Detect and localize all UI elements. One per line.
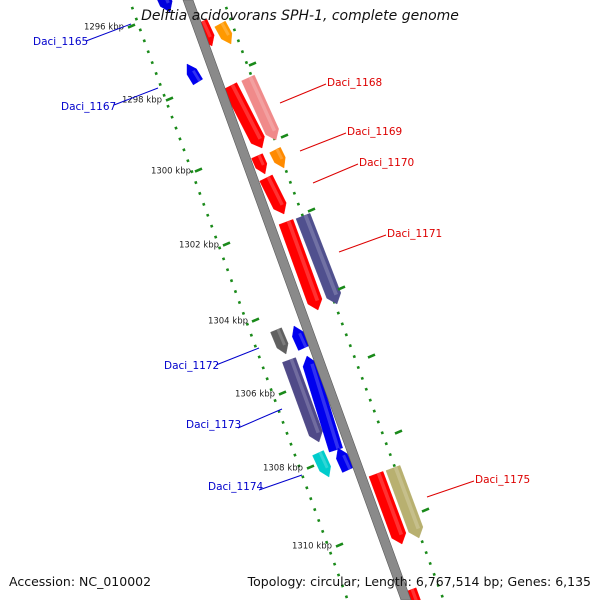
- scale-tick-mark: [127, 23, 136, 29]
- gene-label-right[interactable]: Daci_1171: [387, 228, 442, 240]
- gene-arrow-highlight: [276, 328, 286, 346]
- scale-tick-mark: [248, 61, 257, 67]
- label-leader-lines: [85, 23, 475, 498]
- leader-line: [299, 132, 347, 152]
- scale-tick-label: 1308 kbp: [263, 464, 303, 474]
- scale-tick-label: 1298 kbp: [122, 96, 162, 106]
- gene-label-right[interactable]: Daci_1170: [359, 157, 414, 169]
- gene-label-right[interactable]: Daci_1175: [475, 474, 530, 486]
- scale-tick-mark: [367, 353, 376, 359]
- gene-arrow-highlight: [318, 451, 329, 469]
- scale-tick-mark: [306, 464, 315, 470]
- gene-arrow[interactable]: [251, 153, 268, 175]
- dotted-guide-line: [128, 0, 351, 604]
- gene-arrow[interactable]: [154, 0, 173, 13]
- scale-tick-label: 1310 kbp: [292, 542, 332, 552]
- scale-tick-mark: [335, 542, 344, 548]
- gene-label-right[interactable]: Daci_1168: [327, 77, 382, 89]
- scale-tick-label: 1306 kbp: [235, 390, 275, 400]
- gene-arrow[interactable]: [269, 147, 286, 169]
- scale-tick-mark: [421, 507, 430, 513]
- leader-line: [258, 474, 303, 491]
- dotted-ticks: [128, 0, 447, 604]
- gene-labels: Daci_1165 Daci_1167 Daci_1172 Daci_1173 Daci…: [33, 36, 530, 493]
- gene-label-left[interactable]: Daci_1165: [33, 36, 88, 48]
- gene-arrow-highlight: [303, 214, 338, 296]
- gene-arrow-highlight: [257, 154, 265, 166]
- genome-title: Delftia acidovorans SPH-1, complete geno…: [141, 8, 459, 24]
- gene-arrow-highlight: [342, 454, 352, 470]
- leader-line: [279, 83, 327, 104]
- scale-tick-mark: [278, 390, 287, 396]
- gene-arrow[interactable]: [223, 82, 265, 149]
- scale-tick-mark: [251, 317, 260, 323]
- leader-line: [113, 87, 159, 106]
- gene-arrow-highlight: [192, 69, 201, 82]
- leader-line: [426, 480, 475, 498]
- gene-label-left[interactable]: Daci_1172: [164, 360, 219, 372]
- gene-arrow-highlight: [266, 176, 284, 206]
- gene-arrow-highlight: [230, 83, 262, 140]
- scale-tick-mark: [194, 167, 203, 173]
- leader-line: [215, 347, 260, 366]
- genome-summary-text: Topology: circular; Length: 6,767,514 bp…: [247, 574, 591, 589]
- gene-arrow-highlight: [220, 22, 230, 36]
- gene-arrow-highlight: [275, 148, 284, 160]
- gene-arrow-highlight: [165, 0, 170, 4]
- scale-tick-label: 1296 kbp: [84, 23, 124, 33]
- gene-arrow-highlight: [310, 363, 340, 450]
- gene-arrow[interactable]: [270, 327, 289, 355]
- scale-tick-mark: [337, 285, 346, 291]
- accession-text: Accession: NC_010002: [9, 574, 152, 589]
- scale-tick-mark: [280, 133, 289, 139]
- gene-label-left[interactable]: Daci_1173: [186, 419, 241, 431]
- gene-arrow-highlight: [201, 20, 212, 38]
- gene-label-right[interactable]: Daci_1169: [347, 126, 402, 138]
- scale-tick-mark: [222, 241, 231, 247]
- gene-label-left[interactable]: Daci_1174: [208, 481, 264, 493]
- gene-arrow-highlight: [298, 332, 308, 348]
- leader-line: [312, 163, 359, 184]
- scale-tick-label: 1300 kbp: [151, 167, 191, 177]
- gene-features: [154, 0, 424, 604]
- gene-arrow[interactable]: [259, 174, 287, 215]
- scale-tick-mark: [394, 429, 403, 435]
- gene-arrow-highlight: [376, 472, 404, 536]
- gene-arrow-highlight: [286, 220, 320, 302]
- gene-arrow[interactable]: [214, 20, 233, 45]
- gene-arrow-highlight: [393, 466, 421, 530]
- scale-ticks: 1296 kbp 1298 kbp 1300 kbp 1302 kbp 1304 kbp…: [84, 23, 430, 552]
- leader-line: [237, 408, 283, 429]
- leader-line: [338, 234, 387, 253]
- scale-tick-mark: [165, 96, 174, 102]
- gene-label-left[interactable]: Daci_1167: [61, 101, 116, 113]
- scale-tick-mark: [307, 207, 316, 213]
- gene-arrow-highlight: [289, 358, 320, 434]
- gene-arrow-highlight: [248, 76, 277, 132]
- genome-backbone: [182, 0, 412, 601]
- scale-tick-label: 1304 kbp: [208, 317, 248, 327]
- leader-line: [85, 23, 132, 42]
- gene-arrow[interactable]: [312, 450, 331, 478]
- scale-tick-label: 1302 kbp: [179, 241, 219, 251]
